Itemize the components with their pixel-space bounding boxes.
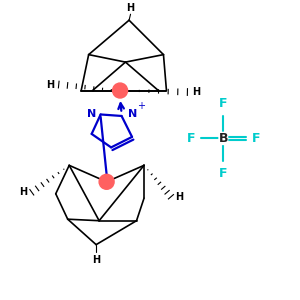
Text: F: F: [219, 167, 228, 180]
Circle shape: [99, 174, 114, 189]
Text: H: H: [176, 192, 184, 202]
Text: H: H: [19, 187, 27, 197]
Text: B: B: [219, 132, 228, 145]
Circle shape: [112, 83, 128, 98]
Text: F: F: [219, 97, 228, 110]
Text: F: F: [252, 132, 260, 145]
Text: H: H: [92, 255, 100, 265]
Text: N: N: [87, 110, 96, 119]
Text: F: F: [186, 132, 195, 145]
Text: H: H: [192, 87, 200, 97]
Text: H: H: [127, 3, 135, 13]
Text: +: +: [136, 100, 145, 111]
Text: N: N: [128, 110, 137, 119]
Text: H: H: [46, 80, 54, 89]
